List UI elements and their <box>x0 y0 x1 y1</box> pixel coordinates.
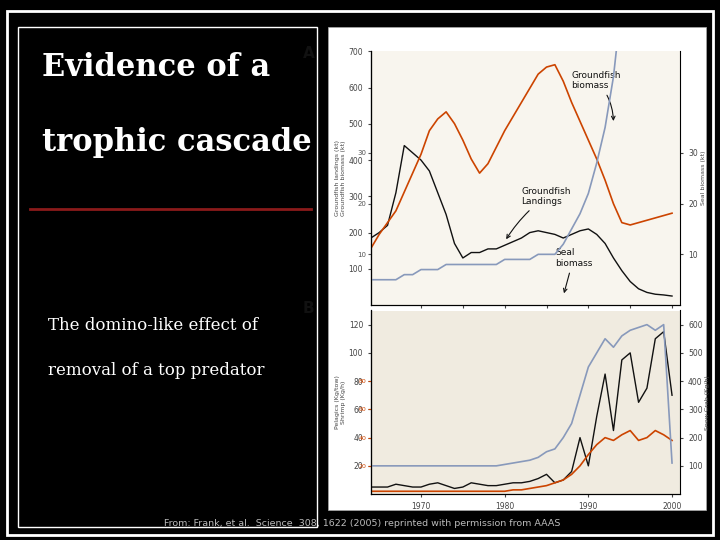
Text: A: A <box>302 46 315 61</box>
Text: trophic cascade: trophic cascade <box>42 127 312 158</box>
Text: B: B <box>302 301 315 316</box>
Y-axis label: Seal biomass (kt): Seal biomass (kt) <box>701 151 706 205</box>
Text: Groundfish
Landings: Groundfish Landings <box>507 187 571 238</box>
Y-axis label: Pelagics (Kg/tow)
Shrimp (Kg/h): Pelagics (Kg/tow) Shrimp (Kg/h) <box>335 375 346 429</box>
Y-axis label: Snow Crab (Kg/h): Snow Crab (Kg/h) <box>706 375 711 430</box>
Y-axis label: Groundfish landings (kt)
Groundfish biomass (kt): Groundfish landings (kt) Groundfish biom… <box>335 140 346 216</box>
Text: Groundfish
biomass: Groundfish biomass <box>572 71 621 120</box>
Text: The domino-like effect of: The domino-like effect of <box>48 316 258 334</box>
Text: Evidence of a: Evidence of a <box>42 52 270 83</box>
Text: removal of a top predator: removal of a top predator <box>48 362 264 379</box>
Text: From: Frank, et al.  Science  308, 1622 (2005) reprinted with permission from AA: From: Frank, et al. Science 308, 1622 (2… <box>163 519 560 528</box>
Text: Seal
biomass: Seal biomass <box>555 248 593 292</box>
